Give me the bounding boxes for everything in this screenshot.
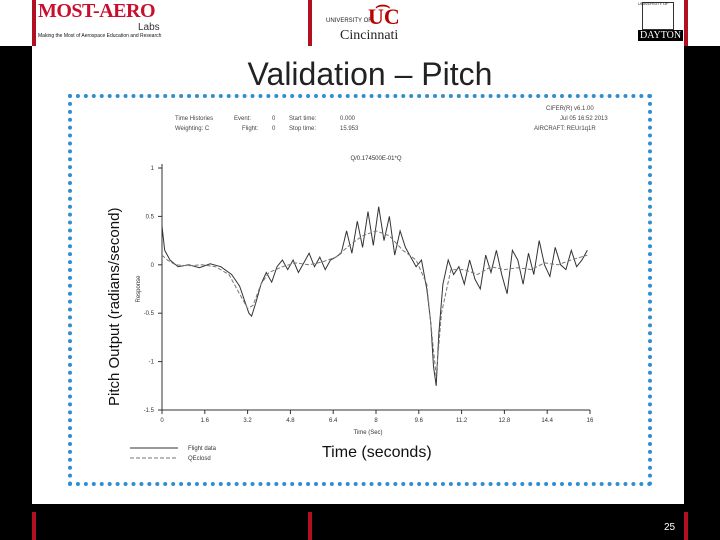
- x-tick-label: 8: [374, 418, 378, 424]
- series-line-qeclosd: [161, 230, 588, 377]
- x-axis-title: Time (seconds): [322, 444, 432, 461]
- ud-logo: UNIVERSITY OF DAYTON: [636, 1, 684, 44]
- uc-logo: UNIVERSITY OF U͡C Cincinnati: [326, 4, 416, 43]
- x-tick-label: 11.2: [456, 418, 468, 424]
- ud-seal-icon: [642, 2, 674, 30]
- x-tick-label: 6.4: [329, 418, 338, 424]
- y-tick-label: 1: [151, 166, 155, 172]
- most-aero-tagline: Making the Most of Aerospace Education a…: [38, 33, 162, 39]
- info-flight-label: Flight:: [242, 126, 259, 132]
- most-aero-logo: MOST-AERO Labs Making the Most of Aerosp…: [38, 0, 188, 42]
- page-number: 25: [664, 522, 676, 533]
- accent-bar-top-center: [308, 0, 312, 46]
- plot-inner-title: Q/0.174500E-01*Q: [350, 156, 401, 162]
- accent-bar-bottom-left: [32, 512, 36, 540]
- info-cifer-version: CIFER(R) v6.1.00: [546, 106, 594, 112]
- ud-name: DAYTON: [638, 30, 684, 41]
- x-tick-label: 4.8: [286, 418, 295, 424]
- series-line-flight-data: [161, 206, 588, 386]
- most-aero-brand: MOST-AERO: [38, 0, 156, 22]
- info-flight-value: 0: [272, 126, 276, 132]
- y-tick-label: 0.5: [146, 214, 155, 220]
- info-event-label: Event:: [234, 116, 252, 122]
- y-tick-label: 0: [151, 263, 155, 269]
- x-tick-label: 16: [587, 418, 594, 424]
- y-tick-label: -0.5: [144, 311, 155, 317]
- inner-x-axis-label: Time (Sec): [353, 430, 382, 436]
- plot-frame: [68, 94, 652, 486]
- x-tick-label: 1.6: [201, 418, 210, 424]
- info-stop-time-label: Stop time:: [289, 126, 317, 132]
- accent-bar-bottom-center: [308, 512, 312, 540]
- header-bar: MOST-AERO Labs Making the Most of Aerosp…: [0, 0, 720, 46]
- most-aero-labs: Labs: [138, 22, 160, 33]
- uc-mark-icon: U͡C: [368, 4, 400, 29]
- legend-label: Flight data: [188, 446, 217, 452]
- info-start-time-value: 0.000: [340, 116, 356, 122]
- info-event-value: 0: [272, 116, 276, 122]
- accent-bar-top-right: [684, 0, 688, 46]
- ud-university-of: UNIVERSITY OF: [638, 1, 669, 6]
- x-tick-label: 9.6: [415, 418, 424, 424]
- y-tick-label: -1: [149, 360, 155, 366]
- uc-name: Cincinnati: [340, 28, 399, 43]
- x-tick-label: 14.4: [541, 418, 553, 424]
- inner-y-axis-label: Response: [136, 275, 142, 303]
- accent-bar-top-left: [32, 0, 36, 46]
- slide-body: [32, 46, 684, 504]
- info-time-histories: Time Histories: [175, 116, 214, 122]
- x-tick-label: 3.2: [243, 418, 252, 424]
- info-start-time-label: Start time:: [289, 116, 317, 122]
- x-tick-label: 0: [160, 418, 164, 424]
- uc-university-of: UNIVERSITY OF: [326, 18, 372, 24]
- legend-label: QEclosd: [188, 456, 211, 462]
- accent-bar-bottom-right: [684, 512, 688, 540]
- info-weighting: Weighting: C: [175, 126, 210, 132]
- x-tick-label: 12.8: [499, 418, 511, 424]
- y-tick-label: -1.5: [144, 408, 155, 414]
- info-aircraft: AIRCRAFT: REUr1q1R: [534, 126, 596, 132]
- slide-title: Validation – Pitch: [247, 56, 493, 92]
- info-stop-time-value: 15.953: [340, 126, 359, 132]
- info-date: Jul 05 16:52 2013: [560, 116, 608, 122]
